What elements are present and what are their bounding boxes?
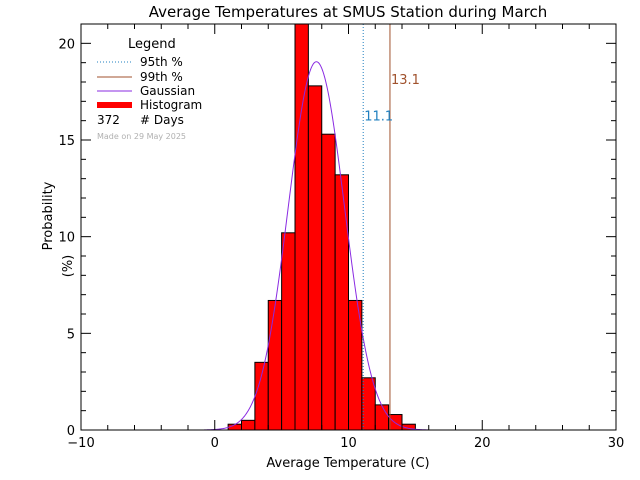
y-tick-label: 10 [58, 231, 75, 246]
x-tick-label: 20 [474, 436, 491, 451]
y-tick-label: 20 [58, 37, 75, 52]
x-tick-label: 0 [211, 436, 219, 451]
p99-value-label: 13.1 [391, 73, 420, 88]
y-axis-label: Probability [41, 181, 56, 250]
y-axis-unit: (%) [61, 255, 76, 278]
y-tick-label: 0 [67, 424, 75, 439]
histogram-bar [254, 361, 269, 431]
chart-title: Average Temperatures at SMUS Station dur… [149, 3, 548, 21]
made-on-note: Made on 29 May 2025 [97, 132, 186, 141]
legend-gaussian-label: Gaussian [140, 84, 195, 98]
histogram-bar [361, 377, 376, 431]
gaussian-curve [204, 61, 429, 431]
y-tick-label: 5 [67, 327, 75, 342]
legend-days-label: # Days [140, 113, 184, 127]
histogram-bar [388, 414, 403, 431]
x-tick-label: −10 [67, 436, 94, 451]
legend-days-count: 372 [97, 113, 120, 127]
histogram-bar [374, 404, 390, 431]
x-tick-label: 30 [608, 436, 625, 451]
legend: Legend 95th % 99th % Gaussian Histogram … [97, 37, 202, 141]
histogram-bar [321, 133, 336, 431]
legend-histogram-label: Histogram [140, 98, 202, 112]
histogram-bar [241, 419, 256, 431]
legend-title: Legend [128, 37, 176, 52]
x-tick-label: 10 [340, 436, 357, 451]
histogram-bar [334, 174, 349, 431]
legend-p95-label: 95th % [140, 55, 183, 69]
p95-value-label: 11.1 [364, 110, 393, 125]
x-axis-label: Average Temperature (C) [266, 456, 429, 471]
histogram-bar [267, 299, 283, 431]
histogram-bar [281, 232, 296, 431]
legend-p99-label: 99th % [140, 70, 183, 84]
y-tick-label: 15 [58, 134, 75, 149]
histogram-bar [307, 85, 323, 431]
